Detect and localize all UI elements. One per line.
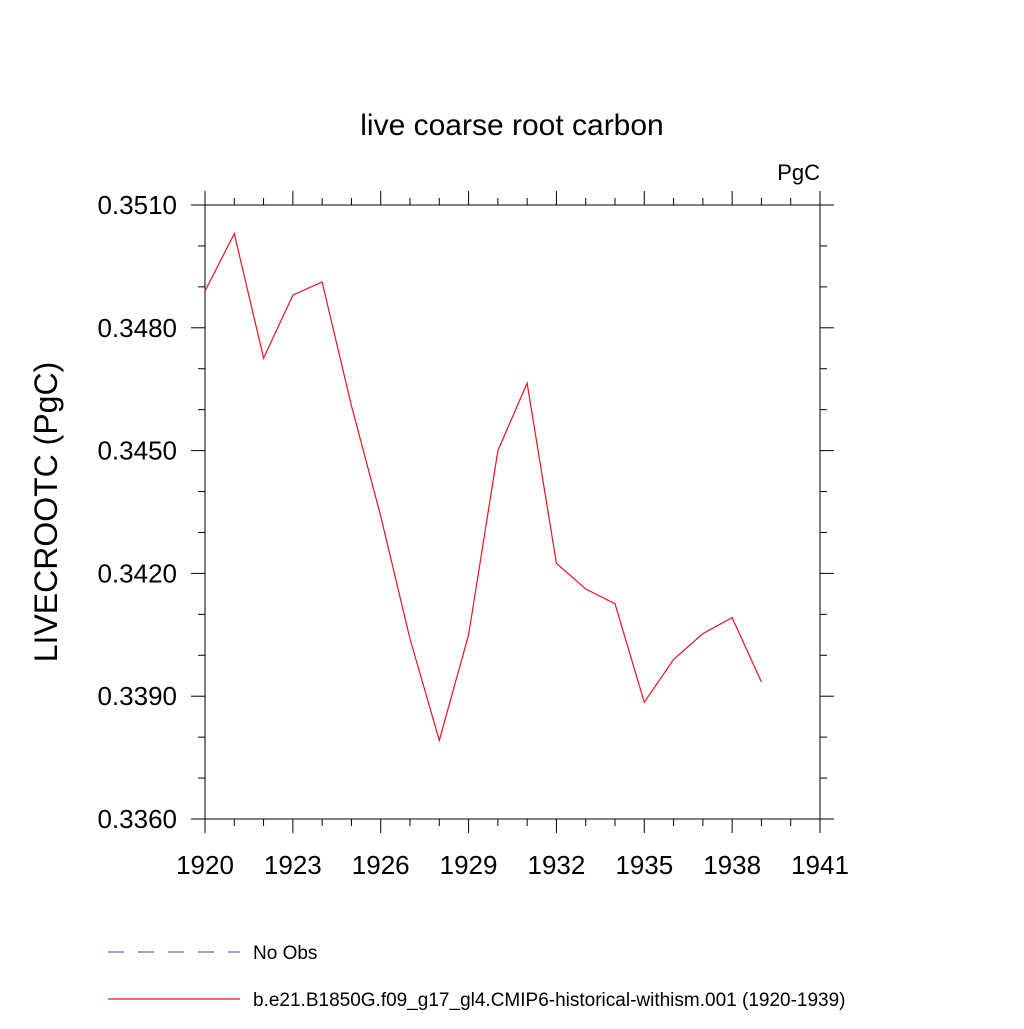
series-line xyxy=(204,231,762,743)
x-tick-label: 1932 xyxy=(528,850,586,880)
legend-label: b.e21.B1850G.f09_g17_gl4.CMIP6-historica… xyxy=(253,990,846,1011)
x-tick-label: 1920 xyxy=(176,850,234,880)
y-axis-label: LIVECROOTC (PgC) xyxy=(28,362,64,662)
y-tick-label: 0.3390 xyxy=(97,681,177,711)
chart-title: live coarse root carbon xyxy=(360,109,664,142)
plot-frame xyxy=(204,204,821,820)
plot-area: 1920 1923 1926 1929 1932 1935 1938 1941 0.3360 0.… xyxy=(97,190,848,880)
x-tick-label: 1941 xyxy=(791,850,849,880)
y-tick-label: 0.3510 xyxy=(97,190,177,220)
x-tick-label: 1935 xyxy=(615,850,673,880)
y-tick-label: 0.3480 xyxy=(97,313,177,343)
x-tick-label: 1923 xyxy=(264,850,322,880)
legend: No Obs b.e21.B1850G.f09_g17_gl4.CMIP6-his… xyxy=(108,943,846,1011)
legend-label: No Obs xyxy=(253,943,317,964)
y-tick-label: 0.3450 xyxy=(97,436,177,466)
x-tick-label: 1929 xyxy=(440,850,498,880)
units-label: PgC xyxy=(777,160,820,185)
y-tick-label: 0.3420 xyxy=(97,558,177,588)
x-tick-label: 1926 xyxy=(352,850,410,880)
y-tick-label: 0.3360 xyxy=(97,804,177,834)
x-tick-label: 1938 xyxy=(703,850,761,880)
